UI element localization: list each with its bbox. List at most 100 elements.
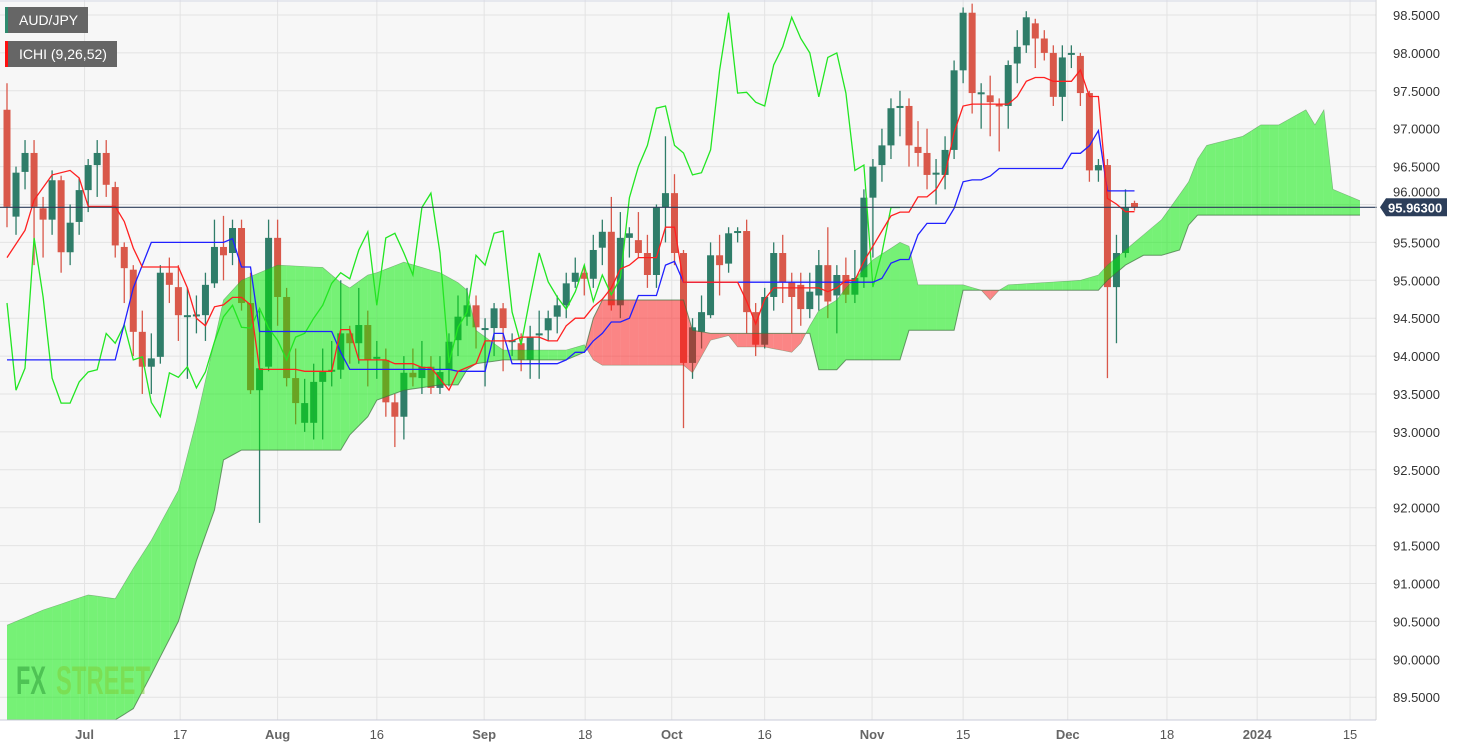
candle: [48, 170, 56, 235]
cloud-segment-bullish: [34, 610, 44, 720]
candle: [743, 219, 751, 334]
cloud-segment-bearish: [773, 333, 783, 351]
candle: [535, 310, 543, 379]
x-axis: Jul 17 Aug 16 Sep 18 Oct 16 Nov 15 Dec 18 2024 15: [75, 727, 1357, 742]
cloud-segment-bullish: [1341, 193, 1351, 216]
candle-body: [39, 208, 47, 220]
cloud-segment-bullish: [1062, 280, 1072, 291]
cloud-segment-bullish: [241, 276, 251, 451]
candle-body: [1004, 65, 1012, 106]
candle-body: [743, 231, 751, 313]
x-tick-label: Dec: [1056, 727, 1080, 742]
cloud-segment-bullish: [1305, 109, 1315, 216]
cloud-segment-bullish: [142, 540, 152, 692]
cloud-segment-bearish: [665, 300, 675, 366]
y-tick-label: 94.5000: [1393, 311, 1440, 326]
cloud-segment-bullish: [881, 248, 891, 360]
candle-body: [752, 312, 760, 345]
cloud-segment-bullish: [169, 490, 179, 640]
cloud-segment-bullish: [1179, 181, 1189, 250]
cloud-segment-bullish: [539, 350, 549, 360]
candle-body: [481, 328, 489, 331]
kijun-sen-line: [7, 128, 1135, 372]
cloud-segment-bullish: [1287, 114, 1297, 216]
y-tick-label: 91.5000: [1393, 539, 1440, 554]
candle-body: [670, 193, 678, 254]
cloud-segment-bullish: [836, 287, 846, 370]
cloud-segment-bullish: [1260, 124, 1270, 216]
cloud-segment-bullish: [1008, 284, 1018, 291]
cloud-segment-bullish: [115, 583, 125, 720]
candle-body: [833, 274, 841, 296]
candle: [959, 7, 967, 84]
candle-body: [1013, 46, 1021, 64]
x-tick-label: 18: [578, 727, 592, 742]
symbol-badge[interactable]: AUD/JPY: [5, 7, 89, 33]
candle-body: [652, 207, 660, 275]
candle-body: [1131, 202, 1138, 208]
candle-body: [1022, 17, 1030, 46]
cloud-segment-bullish: [268, 265, 278, 451]
candle-body: [716, 255, 724, 266]
cloud-segment-bearish: [737, 333, 747, 348]
fxstreet-logo: FX STREET: [16, 659, 150, 703]
cloud-segment-bullish: [349, 281, 359, 435]
candle: [156, 265, 164, 364]
cloud-segment-bearish: [746, 333, 756, 348]
candle-body: [896, 105, 904, 108]
cloud-segment-bullish: [1278, 119, 1288, 216]
cloud-segment-bullish: [385, 265, 395, 397]
cloud-segment-bullish: [458, 282, 468, 385]
cloud-segment-bullish: [1152, 219, 1162, 256]
candle: [670, 174, 678, 266]
candle: [950, 60, 958, 160]
cloud-segment-bullish: [259, 268, 269, 451]
indicator-badge[interactable]: ICHI (9,26,52): [5, 41, 117, 67]
candle-body: [580, 272, 588, 279]
cloud-segment-bullish: [421, 267, 431, 388]
candle: [129, 265, 137, 357]
cloud-segment-bullish: [295, 266, 305, 451]
cloud-segment-bullish: [1170, 194, 1180, 253]
candle-body: [842, 274, 850, 295]
ichimoku-lines: [6, 12, 1135, 419]
cloud-segment-bullish: [1044, 282, 1054, 291]
candle: [1013, 30, 1021, 84]
cloud-segment-bullish: [205, 340, 215, 536]
candle: [1022, 11, 1030, 53]
candle-body: [1058, 57, 1066, 97]
cloud-segment-bullish: [945, 284, 955, 331]
candle: [932, 159, 940, 205]
cloud-segment-bullish: [1125, 242, 1135, 266]
candle: [3, 83, 11, 228]
candle-body: [129, 269, 137, 332]
candle: [1049, 45, 1057, 106]
cloud-segment-bullish: [178, 455, 188, 622]
candle: [1058, 45, 1066, 122]
cloud-segment-bullish: [151, 523, 161, 675]
candle-body: [499, 308, 507, 329]
candle: [878, 128, 886, 182]
cloud-segment-bullish: [439, 272, 449, 385]
candle: [770, 242, 778, 311]
cloud-segment-bullish: [214, 300, 224, 510]
candle-body: [400, 372, 408, 417]
candle-body: [156, 272, 164, 357]
cloud-segment-bullish: [61, 600, 71, 720]
cloud-segment-bullish: [467, 290, 477, 370]
cloud-segment-bearish: [791, 333, 801, 353]
candle: [598, 219, 606, 266]
candle-body: [12, 172, 20, 217]
candle-body: [734, 231, 742, 234]
cloud-segment-bullish: [818, 305, 828, 370]
x-tick-label: 16: [370, 727, 384, 742]
candle: [138, 310, 146, 394]
candle: [896, 90, 904, 137]
y-tick-label: 92.5000: [1393, 463, 1440, 478]
candle-body: [562, 283, 570, 306]
cloud-segment-bullish: [1035, 282, 1045, 291]
candle-body: [788, 281, 796, 297]
candle-body: [860, 197, 868, 278]
cloud-segment-bullish: [1089, 274, 1099, 291]
